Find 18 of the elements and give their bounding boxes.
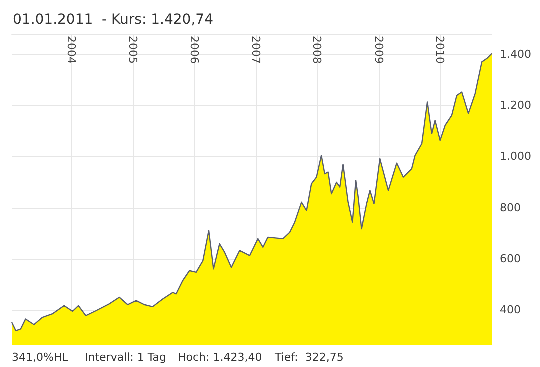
y-tick-label: 1.000 <box>500 150 532 164</box>
x-tick-label: 2010 <box>434 36 447 64</box>
x-tick-label: 2008 <box>310 36 324 64</box>
y-tick-label: 1.400 <box>500 48 532 61</box>
x-tick-label: 2004 <box>64 36 78 64</box>
x-tick-label: 2006 <box>188 36 201 64</box>
y-tick-label: 800 <box>500 201 521 214</box>
x-tick-label: 2007 <box>249 36 262 64</box>
text: 341,0%HL <box>12 351 70 364</box>
y-tick-label: 600 <box>500 252 521 266</box>
x-tick-label: 2005 <box>126 36 140 64</box>
y-tick-label: 1.200 <box>500 99 532 112</box>
chart-title: 01.01.2011 - Kurs: 1.420,74 <box>13 12 214 28</box>
text: Intervall: 1 Tag <box>85 351 167 364</box>
text: Hoch: 1.423,40 <box>178 351 262 364</box>
text: Tief: 322,75 <box>274 351 344 364</box>
x-tick-label: 2009 <box>372 36 386 64</box>
y-tick-label: 400 <box>500 303 521 316</box>
